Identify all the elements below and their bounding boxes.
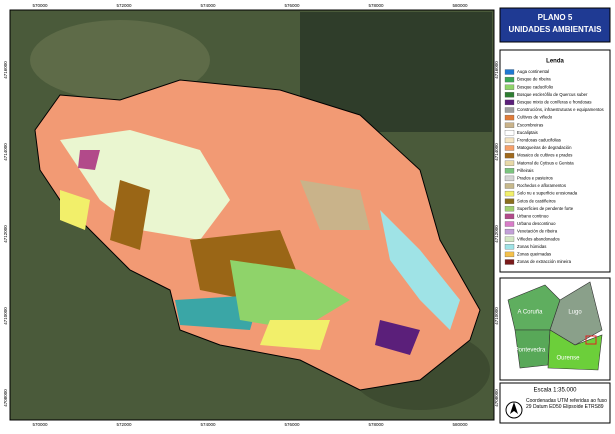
legend-label: Superficies de pendente forte [517, 206, 574, 211]
footer: Coordenadas UTM referidas ao fuso 29 Dat… [526, 398, 607, 410]
y-coord: 4710000 [3, 307, 8, 325]
legend-swatch [504, 221, 515, 227]
legend-swatch [504, 228, 515, 235]
legend-swatch [504, 190, 515, 197]
legend-label: Sotos de castiñeiros [517, 198, 556, 203]
legend-label: Bosque caducifolio [517, 84, 554, 89]
legend-swatch [504, 160, 515, 166]
x-coord: 578000 [368, 3, 384, 8]
legend-swatch [504, 152, 515, 159]
legend-swatch [504, 175, 515, 182]
legend-label: Matorral de Cytisus e Genista [517, 160, 574, 165]
inset-map [507, 281, 603, 371]
legend-label: Zonas de extracción mineira [517, 259, 572, 264]
plan-number: PLANO 5 [538, 13, 573, 22]
legend-swatch [504, 259, 515, 265]
province-label: Ourense [556, 356, 580, 362]
scale: Escala 1:35.000 [533, 388, 577, 394]
legend-label: Bosque mixto de coníferas e frondosas [517, 100, 592, 105]
legend-swatch [504, 122, 515, 128]
legend-label: Prados e pasteiros [517, 176, 553, 181]
x-coord: 570000 [32, 422, 48, 427]
y-coord: 4708000 [3, 389, 8, 407]
legend-swatch [504, 206, 515, 212]
legend-label: Urbano descontinuo [517, 221, 556, 226]
x-coord: 574000 [200, 3, 216, 8]
x-coord: 580000 [452, 422, 468, 427]
y-coord: 4710000 [494, 307, 499, 325]
legend-swatch [504, 183, 515, 189]
legend-swatch [504, 84, 515, 90]
legend-swatch [504, 92, 515, 98]
legend-label: Solo nu e superficie erosionada [517, 191, 578, 196]
title-box [499, 7, 611, 43]
x-coord: 580000 [452, 3, 468, 8]
legend-label: Bosque esclerófilo de Quercus suber [517, 92, 588, 97]
y-coord: 4712000 [3, 225, 8, 243]
legend-swatch [504, 99, 515, 106]
legend-label: Auga continental [517, 69, 549, 74]
legend-box [499, 49, 611, 273]
province-label: A Coruña [517, 310, 543, 316]
legend-swatch [504, 236, 515, 242]
legend-swatch [504, 137, 515, 144]
legend-swatch [504, 251, 515, 258]
y-coord: 4716000 [494, 61, 499, 79]
legend-label: Matogueiras de degradación [517, 145, 572, 150]
y-coord: 4712000 [494, 225, 499, 243]
legend-label: Mosaico de cultivos e prados [517, 153, 572, 158]
legend-swatch [504, 168, 515, 174]
province-label: Lugo [568, 310, 582, 316]
legend-label: Bosque de ribeira [517, 77, 551, 82]
legend-swatch [504, 198, 515, 204]
legend-label: Frondosas caducifolias [517, 138, 561, 143]
x-coord: 572000 [116, 3, 132, 8]
x-coord: 572000 [116, 422, 132, 427]
x-coord: 576000 [284, 422, 300, 427]
legend-swatch [504, 76, 515, 83]
legend-label: Urbano continuo [517, 214, 549, 219]
plan-title: UNIDADES AMBIENTAIS [509, 25, 603, 34]
legend-label: Construcións, infraestruturas e equipame… [517, 107, 604, 112]
legend-label: Zonas húmidas [517, 244, 546, 249]
y-coord: 4716000 [3, 61, 8, 79]
y-coord: 4714000 [3, 143, 8, 161]
x-coord: 574000 [200, 422, 216, 427]
legend-swatch [504, 145, 515, 151]
legend-swatch [504, 130, 515, 136]
legend-label: Cultivos de viñedo [517, 115, 553, 120]
map [30, 12, 492, 410]
legend-label: Eucaliptais [517, 130, 538, 135]
legend-swatch [504, 114, 515, 121]
x-coord: 578000 [368, 422, 384, 427]
legend-swatch [504, 69, 515, 75]
legend-label: Piñeirais [517, 168, 533, 173]
province-label: Pontevedra [515, 348, 546, 354]
legend-label: Escombreiras [517, 122, 543, 127]
legend-label: Rochedos e afloramentos [517, 183, 566, 188]
legend-label: Viñedos abandonados [517, 236, 560, 241]
legend-label: Zonas queimadas [517, 252, 551, 257]
x-coord: 570000 [32, 3, 48, 8]
y-coord: 4714000 [494, 143, 499, 161]
y-coord: 4708000 [494, 389, 499, 407]
legend-swatch [504, 213, 515, 220]
legend-title: Lenda [546, 59, 564, 65]
legend-swatch [504, 107, 515, 113]
legend-label: Vexetación de ribeira [517, 229, 558, 234]
legend-swatch [504, 244, 515, 250]
x-coord: 576000 [284, 3, 300, 8]
